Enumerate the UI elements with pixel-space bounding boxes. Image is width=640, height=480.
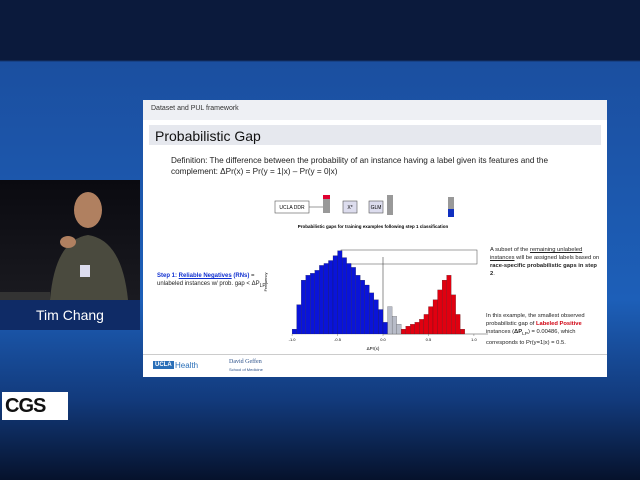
bar (405, 326, 411, 335)
y-label: Frequency (263, 273, 268, 292)
bar (328, 260, 334, 335)
step1-text: Step 1: Reliable Negatives (RNs) = unlab… (157, 272, 267, 290)
block (387, 195, 393, 215)
head (74, 192, 102, 228)
note: A subset of the remaining unlabeled inst… (490, 246, 602, 278)
logo: CGS (2, 392, 68, 420)
text: LP (259, 283, 266, 290)
badge (80, 265, 90, 277)
bar (291, 328, 297, 335)
block (323, 195, 330, 213)
x-tick-label: 0.5 (426, 337, 432, 342)
speaker-name: Tim Chang (0, 300, 140, 330)
text: race-specific probabilistic gaps in step… (490, 263, 597, 277)
bar (323, 263, 329, 335)
block (448, 209, 454, 217)
bar (410, 324, 415, 335)
bar (305, 275, 311, 335)
diagram: UCLA DDR X* GLM (274, 195, 454, 217)
hand (60, 236, 76, 248)
diagram-label: UCLA DDR (279, 205, 305, 211)
bar (314, 270, 320, 335)
text: LP (522, 332, 528, 338)
bar (451, 294, 456, 335)
note: In this example, the smallest observed p… (486, 312, 602, 347)
slide: Dataset and PUL framework Probabilistic … (143, 100, 607, 377)
bar (391, 316, 397, 335)
text: Step 1: (157, 273, 179, 279)
bar (441, 279, 447, 335)
bar (396, 324, 402, 335)
bar (346, 263, 352, 335)
school-logo: David Geffen (229, 359, 262, 365)
bar (423, 314, 429, 335)
bar (332, 255, 338, 335)
box (368, 200, 384, 214)
text: . (493, 271, 495, 277)
text: A subset of the (490, 247, 530, 253)
bar (351, 267, 356, 335)
podium (0, 292, 50, 300)
bar (296, 304, 302, 335)
histogram: Probabilistic gaps for training examples… (263, 224, 488, 351)
text: Reliable Negatives (178, 273, 232, 279)
text: will be assigned labels based on (514, 255, 600, 261)
bar (455, 314, 461, 335)
bar (364, 284, 370, 335)
school-logo: School of Medicine (229, 367, 263, 372)
slide-header: Dataset and PUL framework (143, 100, 607, 120)
text: Labeled Positive (535, 321, 582, 327)
text: instances ( (486, 329, 515, 335)
chart-title: Probabilistic gaps for training examples… (298, 224, 449, 229)
bar (369, 292, 375, 335)
definition: Definition: The difference between the p… (171, 155, 601, 177)
bar (310, 273, 315, 335)
slide-title: Probabilistic Gap (149, 125, 601, 145)
bar (360, 279, 365, 335)
x-label: ΔPr(x) (367, 346, 380, 351)
text: remaining unlabeled instances (490, 247, 583, 261)
x-tick-label: 0.0 (380, 337, 386, 342)
block (323, 195, 330, 199)
x-tick-label: -1.0 (289, 337, 297, 342)
bar (460, 328, 465, 335)
bar (414, 322, 420, 335)
bar (387, 306, 393, 335)
x-tick-label: 1.0 (471, 337, 477, 342)
text: ΔP (514, 329, 523, 335)
block (448, 197, 454, 217)
speaker-figure (0, 192, 128, 300)
bar (337, 250, 343, 335)
ucla-logo: UCLA (153, 361, 174, 369)
bar (432, 299, 438, 335)
text: = unlabeled instances w/ prob. gap < ΔP (157, 273, 260, 287)
bar (301, 279, 306, 335)
health-logo: Health (175, 361, 199, 370)
bar (382, 322, 388, 335)
bar (419, 319, 425, 335)
speaker-video (0, 180, 140, 300)
x-tick-label: -0.5 (334, 337, 342, 342)
text: (RNs) (233, 273, 250, 279)
bar (341, 257, 347, 335)
text: ) = 0.00486, which corresponds to Pr(y=1… (486, 329, 576, 347)
bar (446, 275, 452, 335)
definition-line: complement: ΔPr(x) = Pr(y = 1|x) – Pr(y … (171, 167, 338, 176)
footer: UCLA Health David Geffen School of Medic… (143, 354, 607, 378)
bar (378, 309, 384, 335)
box (342, 200, 358, 214)
bar (401, 328, 406, 335)
bar (428, 306, 434, 335)
bar (437, 289, 443, 335)
callout-box (340, 249, 478, 265)
diagram-label: X* (347, 205, 352, 211)
bar (355, 275, 361, 335)
definition-line: Definition: The difference between the p… (171, 156, 549, 165)
text: In this example, the smallest observed p… (486, 313, 585, 327)
bar (373, 299, 379, 335)
diagram-label: GLM (371, 205, 382, 211)
bar (319, 265, 325, 335)
